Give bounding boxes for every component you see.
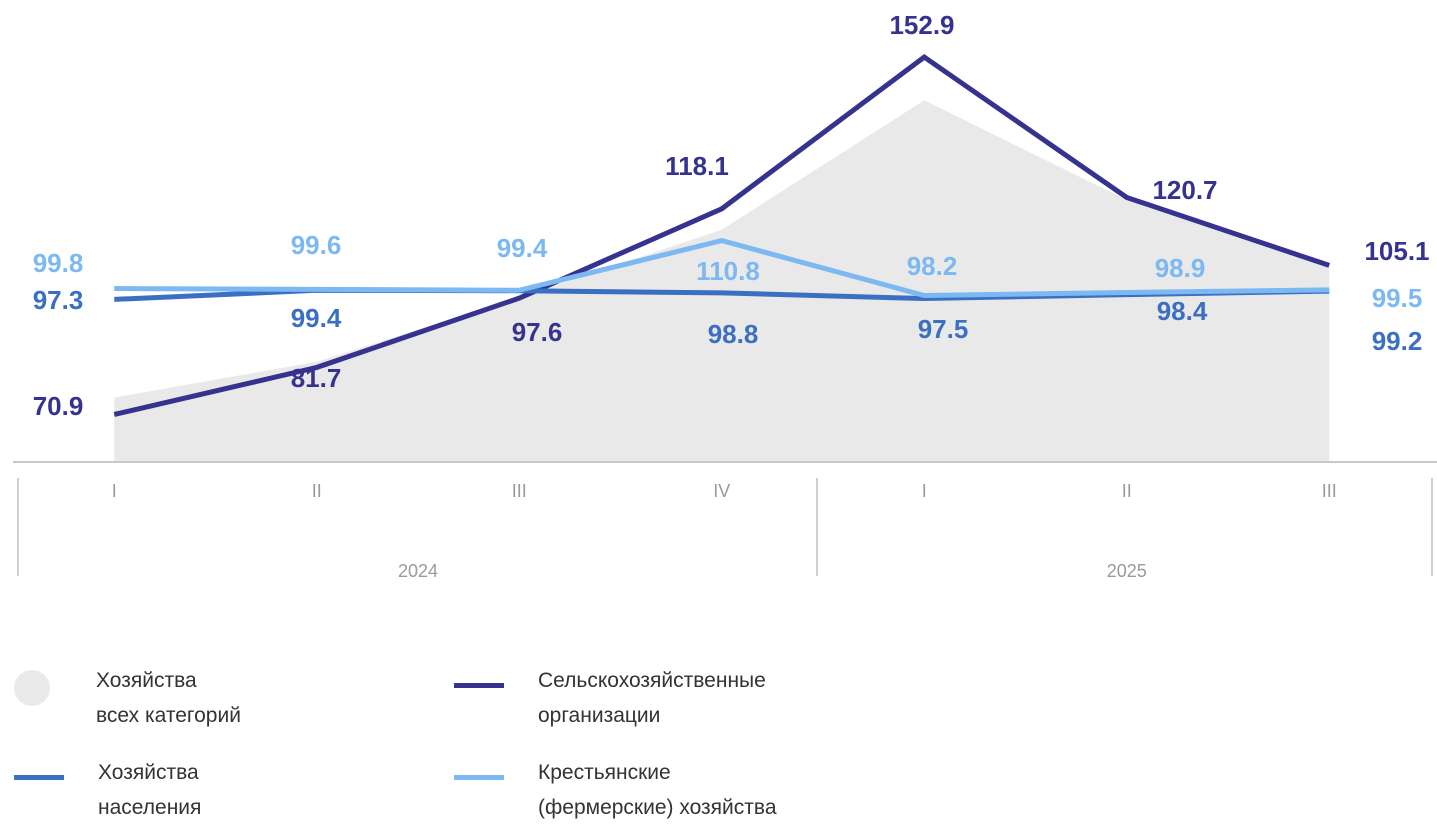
x-tick-label: I <box>922 481 927 501</box>
legend-label: Хозяйства всех категорий <box>96 669 241 727</box>
data-label: 110.8 <box>696 256 760 286</box>
legend-swatch <box>454 683 504 688</box>
data-label: 105.1 <box>1364 236 1429 266</box>
data-label: 99.5 <box>1372 283 1423 313</box>
x-tick-label: II <box>312 481 322 501</box>
x-tick-label: I <box>112 481 117 501</box>
data-label: 120.7 <box>1152 175 1217 205</box>
x-tick-label: III <box>1322 481 1337 501</box>
x-tick-label: III <box>512 481 527 501</box>
data-label: 99.8 <box>33 248 84 278</box>
data-label: 99.4 <box>291 303 342 333</box>
line <box>114 238 1330 299</box>
data-label: 81.7 <box>291 363 342 393</box>
data-label: 98.8 <box>708 319 759 349</box>
legend-label: Крестьянские (фермерские) хозяйства <box>538 761 777 819</box>
data-label: 97.6 <box>512 317 563 347</box>
chart: 70.9 81.7 97.6 118.1 152.9 120.7 105.1 97.3 99.4… <box>13 10 1437 581</box>
group-label: 2024 <box>398 561 438 581</box>
x-tick-label: IV <box>713 481 730 501</box>
data-label: 118.1 <box>665 151 729 181</box>
data-label: 98.9 <box>1155 253 1206 283</box>
data-label: 98.2 <box>907 251 958 281</box>
data-label: 99.6 <box>291 230 342 260</box>
data-label: 152.9 <box>889 10 954 40</box>
data-label: 97.3 <box>33 285 84 315</box>
data-label: 98.4 <box>1157 296 1208 326</box>
legend-label: Сельскохозяйственные организации <box>538 669 766 727</box>
legend-swatch <box>454 775 504 780</box>
legend-swatch <box>14 775 64 780</box>
legend-label: Хозяйства населения <box>98 761 202 819</box>
x-tick-label: II <box>1122 481 1132 501</box>
group-label: 2025 <box>1107 561 1147 581</box>
data-label: 70.9 <box>33 391 84 421</box>
legend-swatch <box>14 670 50 706</box>
line <box>113 54 1331 417</box>
area <box>114 100 1330 462</box>
data-label: 99.4 <box>497 233 548 263</box>
data-label: 97.5 <box>918 314 969 344</box>
data-label: 99.2 <box>1372 326 1423 356</box>
